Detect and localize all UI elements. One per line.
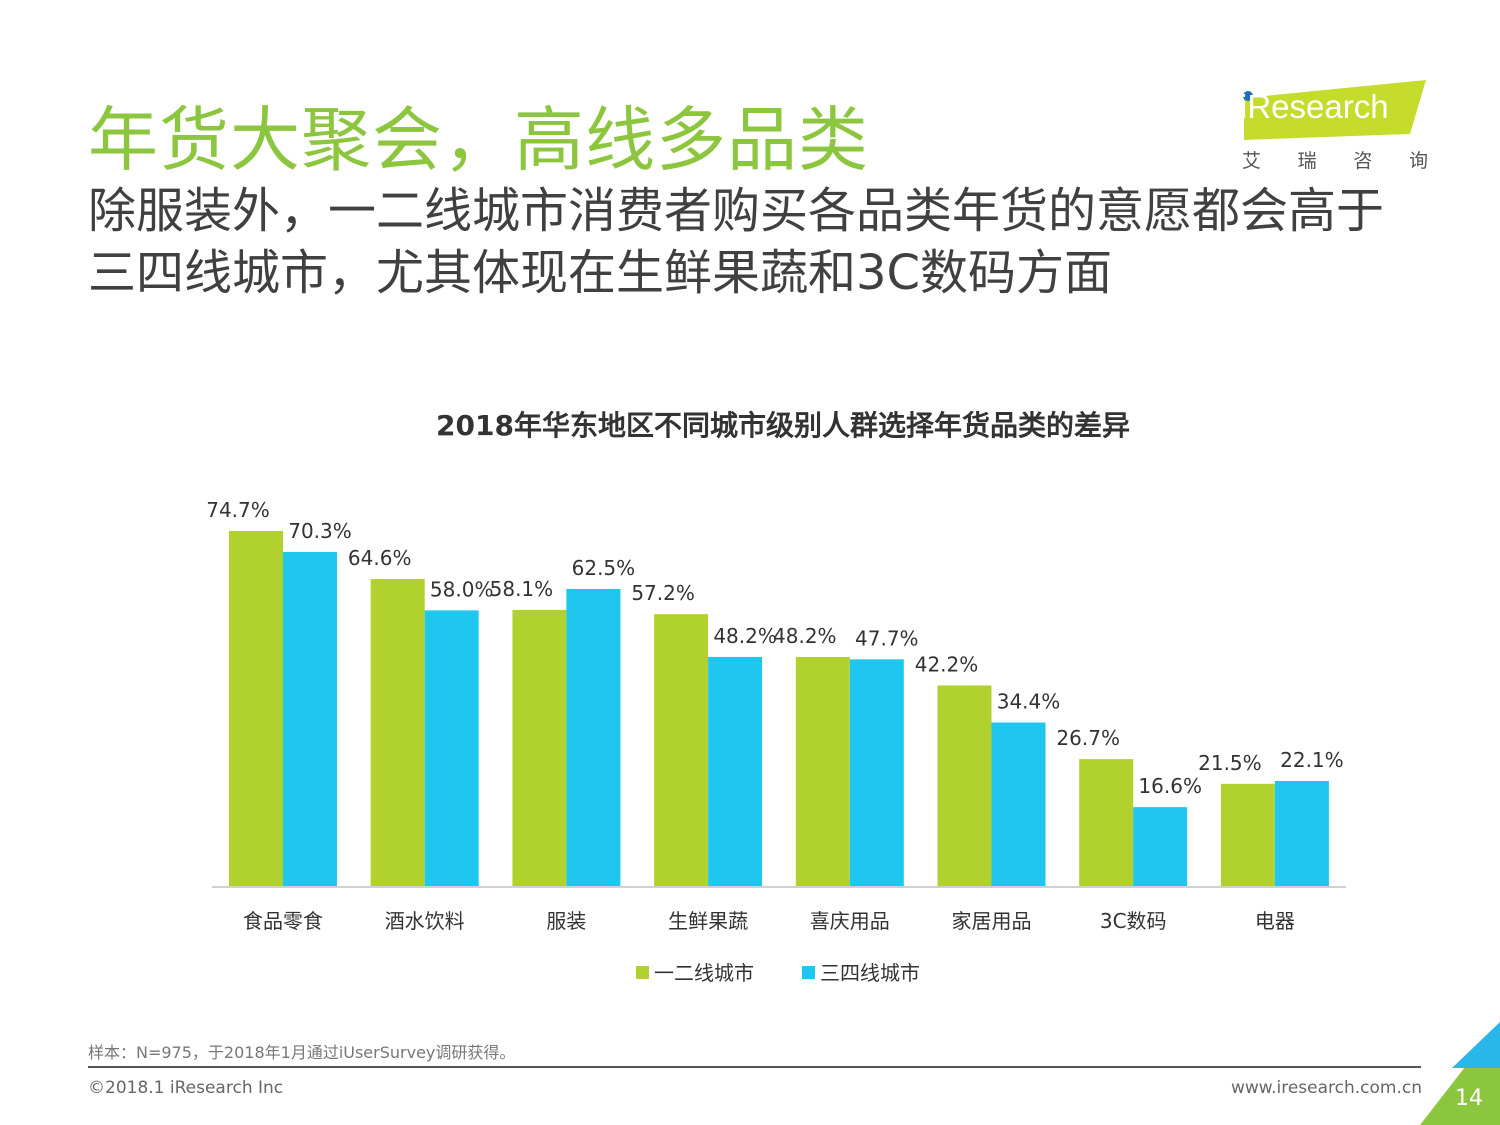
data-label: 70.3%: [288, 519, 352, 543]
data-label: 62.5%: [572, 556, 636, 580]
logo-char: 咨: [1353, 150, 1373, 172]
bar: [937, 685, 992, 886]
bar: [795, 656, 850, 886]
bar: [424, 610, 479, 886]
data-label: 16.6%: [1138, 774, 1202, 798]
data-label: 22.1%: [1280, 748, 1344, 772]
x-tick-label: 生鲜果蔬: [668, 909, 748, 933]
bar: [849, 659, 904, 886]
bar: [566, 588, 621, 886]
bar: [1274, 780, 1329, 886]
data-label: 57.2%: [631, 581, 695, 605]
data-label: 34.4%: [997, 690, 1061, 714]
legend-label: 三四线城市: [820, 961, 920, 985]
logo-char: 询: [1408, 150, 1428, 172]
x-tick-label: 酒水饮料: [385, 909, 465, 933]
bar: [370, 578, 425, 886]
page-subtitle: 除服装外，一二线城市消费者购买各品类年货的意愿都会高于三四线城市，尤其体现在生鲜…: [88, 183, 1385, 301]
bar: [708, 656, 763, 886]
x-tick-label: 家居用品: [952, 909, 1032, 933]
bar-chart: 74.7% 70.3% 食品零食 64.6% 58.0% 酒水饮料 58.1% 62.5% 服装…: [206, 498, 1346, 985]
legend-swatch: [802, 966, 815, 979]
x-tick-label: 食品零食: [243, 909, 323, 933]
legend-swatch: [636, 966, 649, 979]
copyright: ©2018.1 iResearch Inc: [88, 1078, 284, 1098]
data-label: 58.0%: [430, 577, 494, 601]
page-title: 年货大聚会，高线多品类: [88, 99, 869, 181]
page-number: 14: [1455, 1086, 1483, 1111]
bar: [1220, 783, 1275, 886]
logo-char: 艾: [1242, 150, 1262, 172]
bar: [1133, 807, 1188, 886]
data-label: 64.6%: [348, 546, 412, 570]
logo-chinese: 艾 瑞 咨 询: [1242, 146, 1428, 173]
website-link[interactable]: www.iresearch.com.cn: [1230, 1078, 1422, 1098]
x-tick-label: 3C数码: [1100, 909, 1167, 933]
bar: [991, 722, 1046, 886]
data-label: 47.7%: [855, 626, 919, 650]
bar: [512, 609, 567, 886]
logo-char: 瑞: [1297, 150, 1317, 172]
data-label: 74.7%: [206, 498, 270, 522]
data-label: 42.2%: [915, 652, 979, 676]
bar: [1079, 759, 1134, 886]
data-label: 48.2%: [773, 624, 837, 648]
x-tick-label: 电器: [1255, 909, 1295, 933]
chart-title: 2018年华东地区不同城市级别人群选择年货品类的差异: [436, 409, 1130, 442]
corner-decoration: [1420, 1022, 1500, 1125]
data-label: 26.7%: [1056, 726, 1120, 750]
legend-label: 一二线城市: [654, 961, 754, 985]
footer-divider: [88, 1066, 1421, 1068]
bar: [283, 551, 337, 886]
iresearch-logo: [1243, 80, 1426, 140]
x-tick-label: 喜庆用品: [810, 909, 890, 933]
data-label: 21.5%: [1198, 751, 1262, 775]
bar: [229, 531, 283, 886]
sample-note: 样本：N=975，于2018年1月通过iUserSurvey调研获得。: [88, 1043, 516, 1062]
data-label: 48.2%: [713, 624, 777, 648]
data-label: 58.1%: [490, 577, 554, 601]
bar: [654, 614, 709, 886]
logo-wordmark: iResearch: [1240, 88, 1389, 125]
x-tick-label: 服装: [546, 909, 586, 933]
